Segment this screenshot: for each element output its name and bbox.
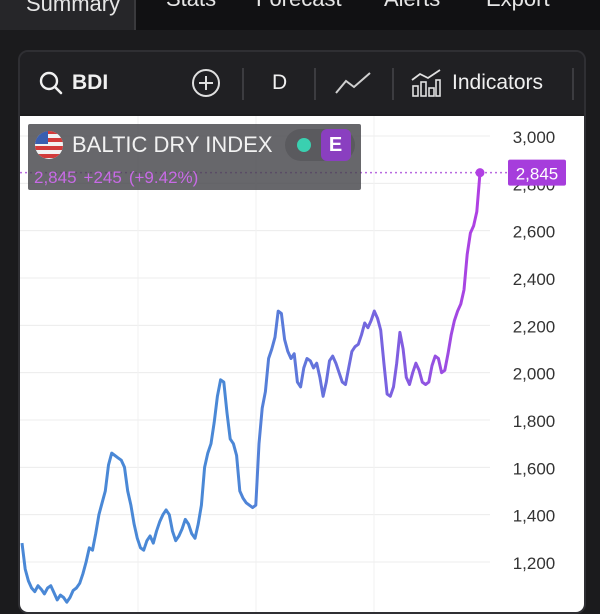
symbol-name: BALTIC DRY INDEX [72,132,273,157]
y-tick-label: 1,600 [513,459,556,478]
tab-forecast[interactable]: Forecast [256,0,342,12]
y-tick-label: 2,600 [513,223,556,242]
us-flag-icon [35,131,63,159]
price-line [20,172,482,604]
tab-alerts[interactable]: Alerts [384,0,440,12]
toolbar-divider [314,68,316,100]
y-tick-label: 2,000 [513,365,556,384]
search-icon [39,71,63,95]
indicators-icon [411,69,441,97]
toolbar-divider [392,68,394,100]
y-tick-label: 1,200 [513,554,556,573]
price-chart[interactable]: 3,0002,8002,6002,4002,2002,0001,8001,600… [20,116,584,612]
price-tag-background [508,159,566,186]
symbol-label: BDI [72,71,109,94]
plus-circle-icon [192,69,220,97]
interval-button[interactable]: D [272,52,287,114]
line-chart-icon [335,72,371,94]
legend-change-pct: (+9.42%) [128,168,199,187]
market-status-badge[interactable]: E [284,129,355,161]
y-tick-label: 2,200 [513,317,556,336]
market-status-dot [296,138,311,152]
legend-change: +245 [83,168,122,187]
tab-export[interactable]: Export [486,0,550,12]
symbol-legend: BALTIC DRY INDEX E 2,845 +245 (+9.42%) [28,124,361,190]
toolbar-divider [242,68,244,100]
tab-summary[interactable]: Summary [0,0,137,30]
tab-stats[interactable]: Stats [166,0,216,12]
tab-strip: Summary Stats Forecast Alerts Export [0,0,600,30]
symbol-search[interactable]: BDI [38,52,108,114]
chart-panel: BDI D Indi [18,50,586,614]
y-tick-label: 1,800 [513,412,556,431]
toolbar-divider [572,68,574,100]
legend-price: 2,845 [34,168,77,187]
chart-type-button[interactable] [334,52,372,114]
last-price-dot [475,168,485,178]
indicators-label: Indicators [452,71,544,94]
indicators-button[interactable]: Indicators [410,52,543,114]
compare-button[interactable] [190,52,222,114]
price-tag-label: 2,845 [516,165,559,184]
chart-toolbar: BDI D Indi [20,52,584,114]
y-tick-label: 3,000 [513,128,556,147]
interval-label: D [272,71,288,94]
y-tick-label: 2,400 [513,270,556,289]
price-chart-svg: 3,0002,8002,6002,4002,2002,0001,8001,600… [20,116,566,612]
y-tick-label: 1,400 [513,507,556,526]
exchange-badge: E [320,129,351,161]
